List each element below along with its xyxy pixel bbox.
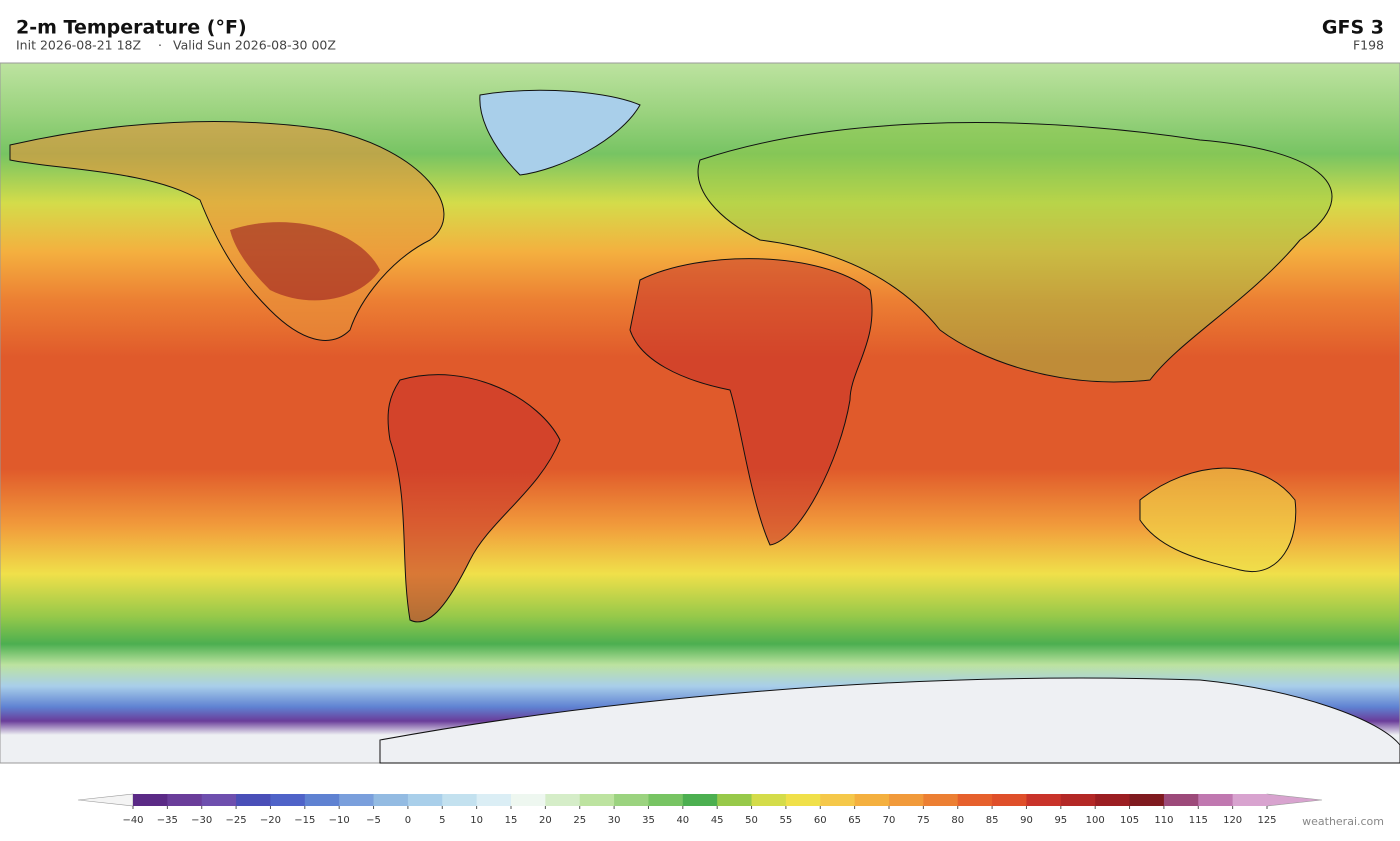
- colorbar-tick-label: −25: [226, 815, 247, 826]
- colorbar-tick-label: 105: [1120, 815, 1139, 826]
- valid-time: Valid Sun 2026-08-30 00Z: [173, 38, 336, 53]
- colorbar-swatch: [923, 794, 959, 806]
- colorbar-tick-label: 120: [1223, 815, 1242, 826]
- watermark: weatherai.com: [1302, 815, 1384, 828]
- south-america: [387, 374, 561, 623]
- colorbar-swatch: [407, 794, 443, 806]
- colorbar-tick-label: 55: [780, 815, 793, 826]
- colorbar-swatch: [511, 794, 546, 806]
- colorbar-swatch: [1129, 794, 1165, 806]
- colorbar-tick-label: 10: [470, 815, 483, 826]
- model-name: GFS 3: [1322, 17, 1384, 39]
- colorbar-swatch: [682, 794, 718, 806]
- colorbar-swatch: [614, 794, 649, 806]
- colorbar-swatch: [648, 794, 684, 806]
- antarctica: [379, 677, 1400, 764]
- colorbar-tick-label: 60: [814, 815, 827, 826]
- colorbar: −40 −35 −30 −25 −20 −15 −10 −5 0 5 10 15 20 25 30 35 40 4…: [77, 793, 1323, 826]
- colorbar-swatch: [236, 794, 271, 806]
- colorbar-swatch: [167, 794, 203, 806]
- na-heat-core: [230, 222, 380, 301]
- colorbar-swatch: [889, 794, 924, 806]
- title: 2-m Temperature (°F): [16, 17, 247, 39]
- map: [0, 62, 1400, 764]
- colorbar-tick-label: 75: [917, 815, 930, 826]
- colorbar-swatch: [270, 794, 306, 806]
- colorbar-tick-label: 85: [986, 815, 999, 826]
- colorbar-tick-label: −10: [329, 815, 350, 826]
- greenland: [479, 89, 641, 176]
- colorbar-tick-label: 25: [573, 815, 586, 826]
- colorbar-tick-label: 50: [745, 815, 758, 826]
- colorbar-swatch: [442, 794, 478, 806]
- australia: [1139, 467, 1297, 572]
- colorbar-tick-label: −40: [122, 815, 143, 826]
- colorbar-swatch: [854, 794, 890, 806]
- colorbar-tick-label: 30: [608, 815, 621, 826]
- colorbar-tick-label: −5: [366, 815, 381, 826]
- colorbar-swatch: [1060, 794, 1096, 806]
- colorbar-tick-label: 100: [1086, 815, 1105, 826]
- colorbar-over: [1266, 793, 1323, 807]
- colorbar-swatch: [545, 794, 581, 806]
- colorbar-tick-label: 35: [642, 815, 655, 826]
- colorbar-swatch: [992, 794, 1027, 806]
- colorbar-tick-label: 95: [1054, 815, 1067, 826]
- colorbar-tick-label: 15: [505, 815, 518, 826]
- colorbar-swatch: [1198, 794, 1234, 806]
- colorbar-swatch: [339, 794, 375, 806]
- colorbar-swatch: [1095, 794, 1131, 806]
- colorbar-tick-label: 65: [848, 815, 861, 826]
- colorbar-tick-label: 70: [883, 815, 896, 826]
- colorbar-tick-label: 20: [539, 815, 552, 826]
- colorbar-swatch: [201, 794, 237, 806]
- eurasia: [697, 122, 1333, 383]
- colorbar-swatch: [1163, 794, 1199, 806]
- colorbar-swatch: [1232, 794, 1268, 806]
- init-time: Init 2026-08-21 18Z: [16, 38, 141, 53]
- colorbar-tick-label: 5: [439, 815, 445, 826]
- separator: ·: [158, 38, 162, 53]
- africa: [629, 258, 873, 546]
- colorbar-swatch: [304, 794, 340, 806]
- colorbar-swatch: [717, 794, 753, 806]
- colorbar-tick-label: 40: [676, 815, 689, 826]
- colorbar-tick-label: −35: [157, 815, 178, 826]
- colorbar-tick-label: 115: [1189, 815, 1208, 826]
- colorbar-tick-label: −15: [294, 815, 315, 826]
- colorbar-tick-label: 110: [1154, 815, 1173, 826]
- colorbar-tick-label: 125: [1257, 815, 1276, 826]
- colorbar-tick-label: 45: [711, 815, 724, 826]
- colorbar-tick-label: −20: [260, 815, 281, 826]
- colorbar-swatch: [133, 794, 168, 806]
- colorbar-tick-label: 0: [405, 815, 411, 826]
- colorbar-swatch: [476, 794, 512, 806]
- colorbar-tick-label: 80: [951, 815, 964, 826]
- colorbar-tick-label: 90: [1020, 815, 1033, 826]
- forecast-hour: F198: [1353, 38, 1384, 53]
- colorbar-swatch: [957, 794, 993, 806]
- colorbar-swatch: [579, 794, 615, 806]
- colorbar-swatch: [785, 794, 821, 806]
- colorbar-swatch: [373, 794, 409, 806]
- colorbar-tick-label: −30: [191, 815, 212, 826]
- colorbar-swatch: [1026, 794, 1062, 806]
- colorbar-under: [77, 793, 134, 807]
- colorbar-swatch: [820, 794, 856, 806]
- colorbar-swatch: [751, 794, 787, 806]
